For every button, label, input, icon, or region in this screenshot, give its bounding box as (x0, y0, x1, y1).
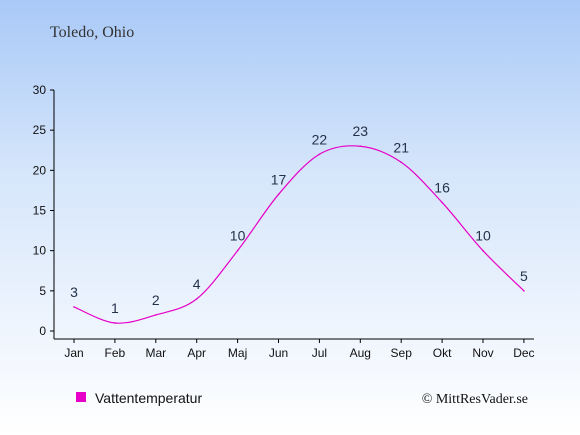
data-point (114, 322, 116, 324)
x-tick-label: Mar (145, 346, 166, 360)
y-tick-label: 20 (33, 163, 47, 177)
data-point (73, 306, 75, 308)
y-axis: 0 5 10 15 20 25 30 (33, 83, 55, 339)
legend-label: Vattentemperatur (95, 390, 202, 406)
data-point (359, 145, 362, 148)
legend-swatch (76, 392, 86, 402)
data-label: 17 (271, 171, 287, 187)
data-label: 16 (434, 179, 450, 195)
data-point (482, 249, 484, 252)
data-point (155, 314, 157, 316)
data-label: 10 (230, 228, 246, 244)
x-tick-label: Maj (228, 346, 247, 360)
x-tick-label: Nov (472, 346, 493, 360)
x-tick-label: Sep (391, 346, 413, 360)
x-tick-label: Dec (513, 346, 534, 360)
data-point (277, 193, 280, 196)
data-label: 23 (353, 123, 369, 139)
x-tick-label: Feb (105, 346, 126, 360)
y-tick-label: 25 (33, 123, 47, 137)
y-tick-label: 5 (39, 284, 46, 298)
data-point (195, 298, 198, 300)
data-point (236, 249, 239, 252)
data-label: 22 (312, 131, 328, 147)
data-label: 2 (152, 292, 160, 308)
y-tick-label: 30 (33, 83, 47, 97)
series-layer (73, 145, 525, 324)
data-labels: 3 1 2 4 10 17 22 23 21 16 10 5 (70, 123, 528, 316)
chart-title: Toledo, Ohio (50, 24, 134, 41)
x-tick-label: Jul (312, 346, 327, 360)
data-label: 4 (193, 276, 201, 292)
data-label: 10 (475, 228, 491, 244)
data-point (523, 290, 525, 292)
data-point (318, 153, 321, 156)
y-tick-label: 15 (33, 204, 47, 218)
y-tick-label: 10 (33, 244, 47, 258)
y-tick-label: 0 (39, 324, 46, 338)
x-tick-label: Aug (350, 346, 371, 360)
credit-text: © MittResVader.se (422, 392, 528, 407)
data-point (400, 161, 403, 164)
x-tick-label: Jun (269, 346, 288, 360)
x-axis: Jan Feb Mar Apr Maj Jun Jul Aug Sep Okt Nov Dec (54, 338, 535, 360)
x-tick-label: Apr (187, 346, 206, 360)
water-temperature-line (73, 145, 525, 324)
data-point (441, 201, 443, 204)
x-tick-label: Jan (64, 346, 83, 360)
data-label: 3 (70, 284, 78, 300)
data-label: 5 (520, 268, 528, 284)
x-tick-label: Okt (433, 346, 452, 360)
legend: Vattentemperatur (76, 390, 202, 406)
data-label: 1 (111, 300, 119, 316)
data-label: 21 (393, 139, 409, 155)
